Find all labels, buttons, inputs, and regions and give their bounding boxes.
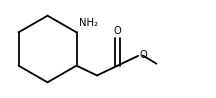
Text: O: O	[140, 50, 148, 60]
Text: NH₂: NH₂	[79, 18, 98, 28]
Text: O: O	[114, 26, 121, 36]
